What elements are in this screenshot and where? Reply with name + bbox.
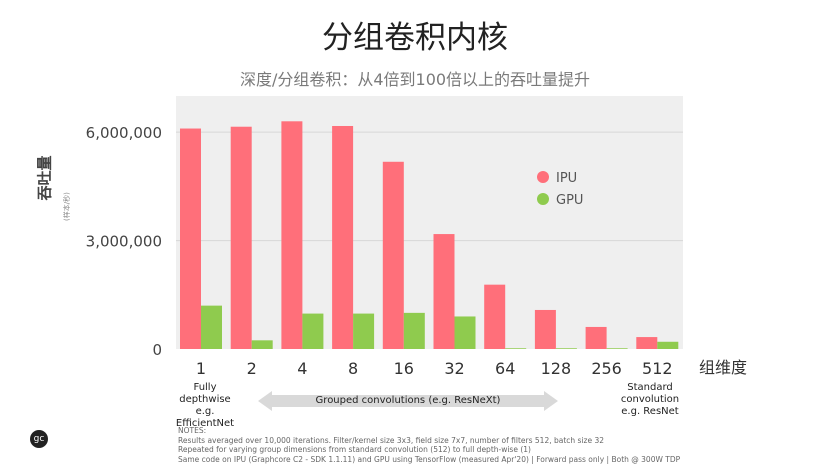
grouped-convolutions-label: Grouped convolutions (e.g. ResNeXt) bbox=[315, 395, 501, 406]
legend-label-gpu: GPU bbox=[556, 193, 583, 208]
bar-ipu-4 bbox=[281, 121, 303, 349]
y-tick-label: 3,000,000 bbox=[86, 233, 162, 251]
bar-gpu-128 bbox=[555, 348, 577, 349]
y-axis-label: 吞吐量 bbox=[35, 155, 54, 201]
x-tick-label: 16 bbox=[394, 359, 414, 378]
legend-label-ipu: IPU bbox=[556, 171, 577, 186]
left-note-line: e.g. EfficientNet bbox=[175, 406, 235, 429]
y-tick-label: 6,000,000 bbox=[86, 124, 162, 142]
bar-gpu-32 bbox=[454, 316, 476, 349]
bar-gpu-64 bbox=[505, 348, 527, 349]
bar-ipu-8 bbox=[332, 125, 354, 350]
right-note-line: convolution bbox=[620, 394, 680, 405]
x-tick-label: 256 bbox=[591, 359, 622, 378]
footnote-line: Same code on IPU (Graphcore C2 - SDK 1.1… bbox=[178, 454, 681, 464]
y-tick-label: 0 bbox=[152, 341, 162, 359]
bar-ipu-1 bbox=[180, 128, 201, 349]
bar-ipu-64 bbox=[484, 284, 506, 349]
footnote-title: NOTES: bbox=[178, 426, 207, 435]
x-tick-label: 4 bbox=[297, 359, 307, 378]
legend-swatch-ipu bbox=[537, 171, 549, 183]
footnotes: NOTES: Results averaged over 10,000 iter… bbox=[178, 426, 680, 464]
x-axis-label: 组维度 bbox=[699, 358, 748, 377]
bar-gpu-2 bbox=[251, 340, 273, 349]
graphcore-logo-icon: gc bbox=[30, 430, 48, 448]
right-note: Standard convolution e.g. ResNet bbox=[610, 382, 690, 418]
bar-ipu-128 bbox=[534, 309, 556, 349]
bar-gpu-16 bbox=[403, 312, 425, 349]
bar-ipu-512 bbox=[636, 337, 658, 349]
bar-gpu-512 bbox=[657, 341, 679, 349]
page-title: 分组卷积内核 bbox=[322, 20, 508, 56]
footnote-line: Results averaged over 10,000 iterations.… bbox=[178, 435, 605, 445]
bar-ipu-16 bbox=[382, 161, 404, 349]
bar-gpu-4 bbox=[302, 313, 324, 349]
footnote-line: Repeated for varying group dimensions fr… bbox=[178, 445, 531, 454]
double-arrow-icon bbox=[258, 391, 558, 411]
right-note-line: e.g. ResNet bbox=[621, 406, 679, 417]
bar-gpu-8 bbox=[353, 313, 375, 349]
x-tick-label: 128 bbox=[541, 359, 572, 378]
x-tick-label: 32 bbox=[444, 359, 464, 378]
left-note: Fully depthwise e.g. EfficientNet bbox=[170, 382, 240, 430]
legend-swatch-gpu bbox=[537, 193, 549, 205]
bar-gpu-1 bbox=[201, 305, 222, 349]
page-subtitle: 深度/分组卷积：从4倍到100倍以上的吞吐量提升 bbox=[239, 70, 591, 89]
bar-ipu-256 bbox=[585, 326, 607, 349]
x-tick-label: 8 bbox=[348, 359, 358, 378]
x-tick-label: 512 bbox=[642, 359, 673, 378]
x-tick-label: 1 bbox=[196, 359, 206, 378]
bar-ipu-32 bbox=[433, 234, 455, 349]
x-tick-label: 2 bbox=[247, 359, 257, 378]
bar-ipu-2 bbox=[230, 126, 252, 349]
right-note-line: Standard bbox=[627, 382, 673, 393]
y-axis-unit-label: (样本/秒) bbox=[63, 192, 71, 221]
left-note-line: Fully bbox=[193, 382, 217, 393]
plot-area bbox=[176, 96, 683, 349]
left-note-line: depthwise bbox=[179, 394, 231, 405]
bar-gpu-256 bbox=[606, 348, 628, 349]
x-tick-label: 64 bbox=[495, 359, 515, 378]
